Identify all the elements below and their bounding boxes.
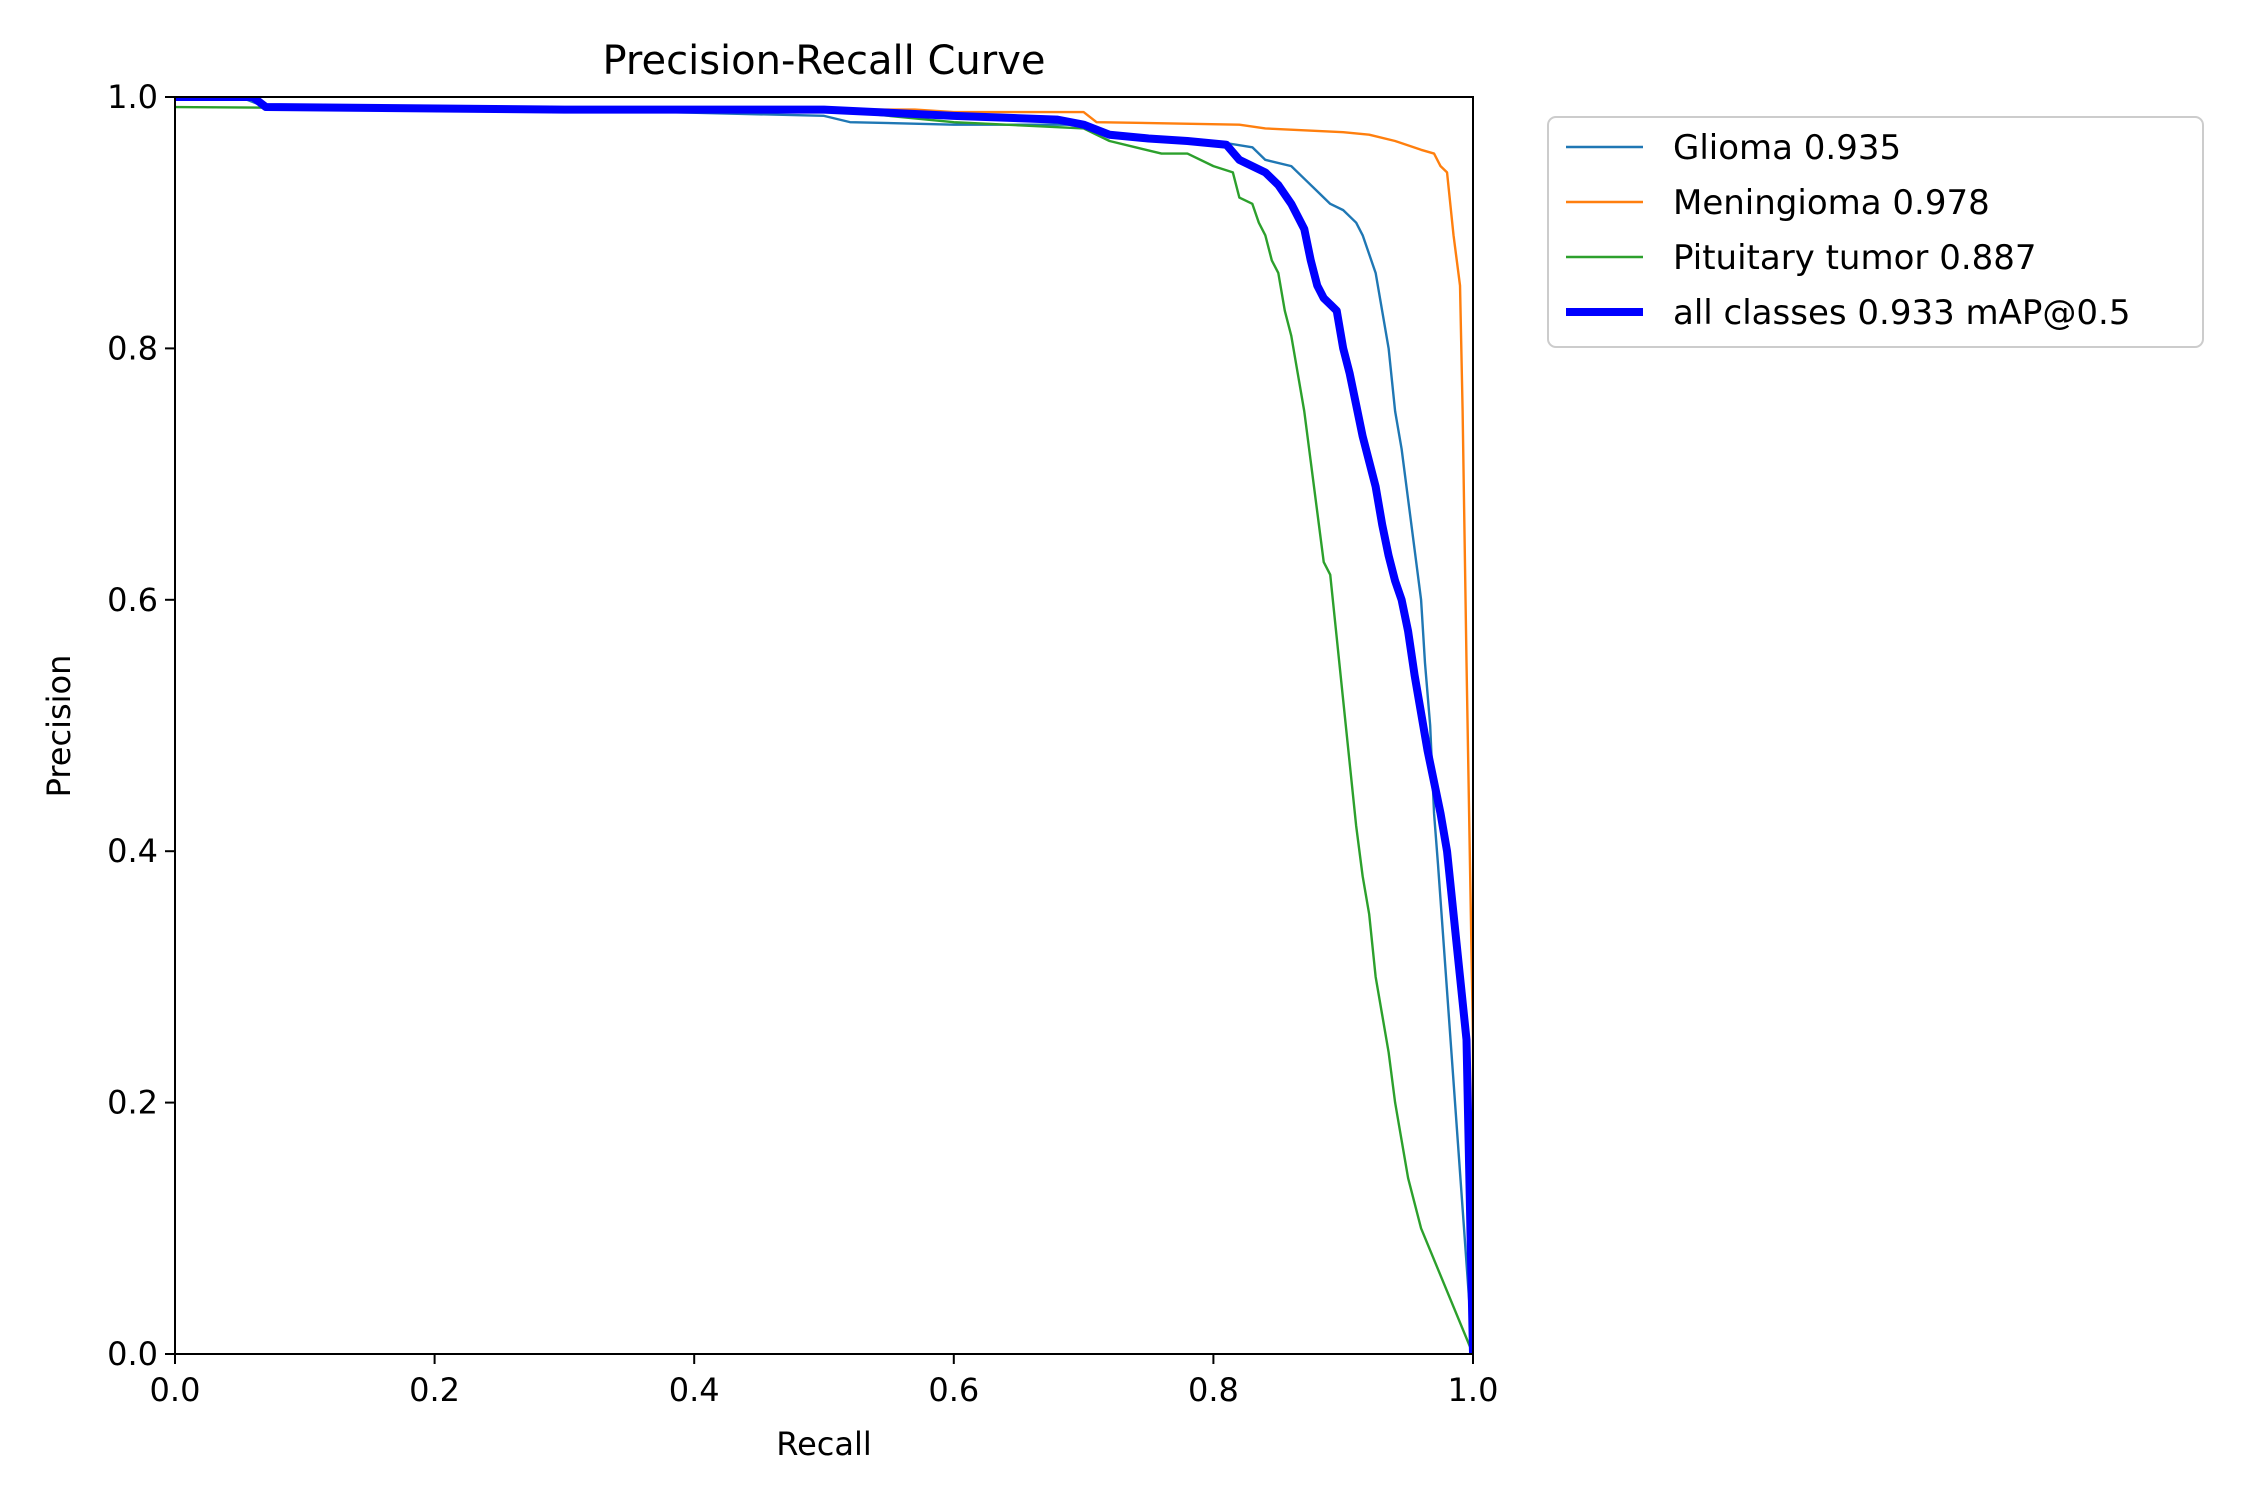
x-tick-label: 0.6 [928,1371,979,1409]
series-layer [175,97,1473,1354]
x-tick-label: 0.8 [1188,1371,1239,1409]
series-line-1 [175,97,1473,1354]
series-line-2 [175,105,1473,1354]
y-axis-label: Precision [40,655,78,798]
y-axis-ticks: 0.0 0.2 0.4 0.6 0.8 1.0 [107,78,175,1373]
legend-label-1: Meningioma 0.978 [1673,183,1990,223]
y-tick-label: 0.2 [107,1084,158,1122]
x-axis-label: Recall [776,1425,871,1463]
legend-label-0: Glioma 0.935 [1673,128,1901,168]
legend-label-3: all classes 0.933 mAP@0.5 [1673,293,2130,333]
series-line-0 [175,97,1473,1354]
x-tick-label: 0.0 [150,1371,201,1409]
x-tick-label: 0.2 [409,1371,460,1409]
x-tick-label: 0.4 [669,1371,720,1409]
y-tick-label: 0.0 [107,1335,158,1373]
y-tick-label: 0.8 [107,329,158,367]
series-line-3 [175,97,1473,1354]
legend-items: Glioma 0.935 Meningioma 0.978 Pituitary tu… [1566,128,2130,333]
x-axis-ticks: 0.0 0.2 0.4 0.6 0.8 1.0 [150,1354,1499,1409]
chart-title: Precision-Recall Curve [603,38,1046,84]
x-tick-label: 1.0 [1448,1371,1499,1409]
legend-label-2: Pituitary tumor 0.887 [1673,238,2037,278]
legend-frame [1547,116,2204,348]
y-tick-label: 1.0 [107,78,158,116]
y-tick-label: 0.4 [107,832,158,870]
y-tick-label: 0.6 [107,581,158,619]
legend: Glioma 0.935 Meningioma 0.978 Pituitary tu… [1547,116,2204,348]
plot-frame [174,96,1474,1355]
